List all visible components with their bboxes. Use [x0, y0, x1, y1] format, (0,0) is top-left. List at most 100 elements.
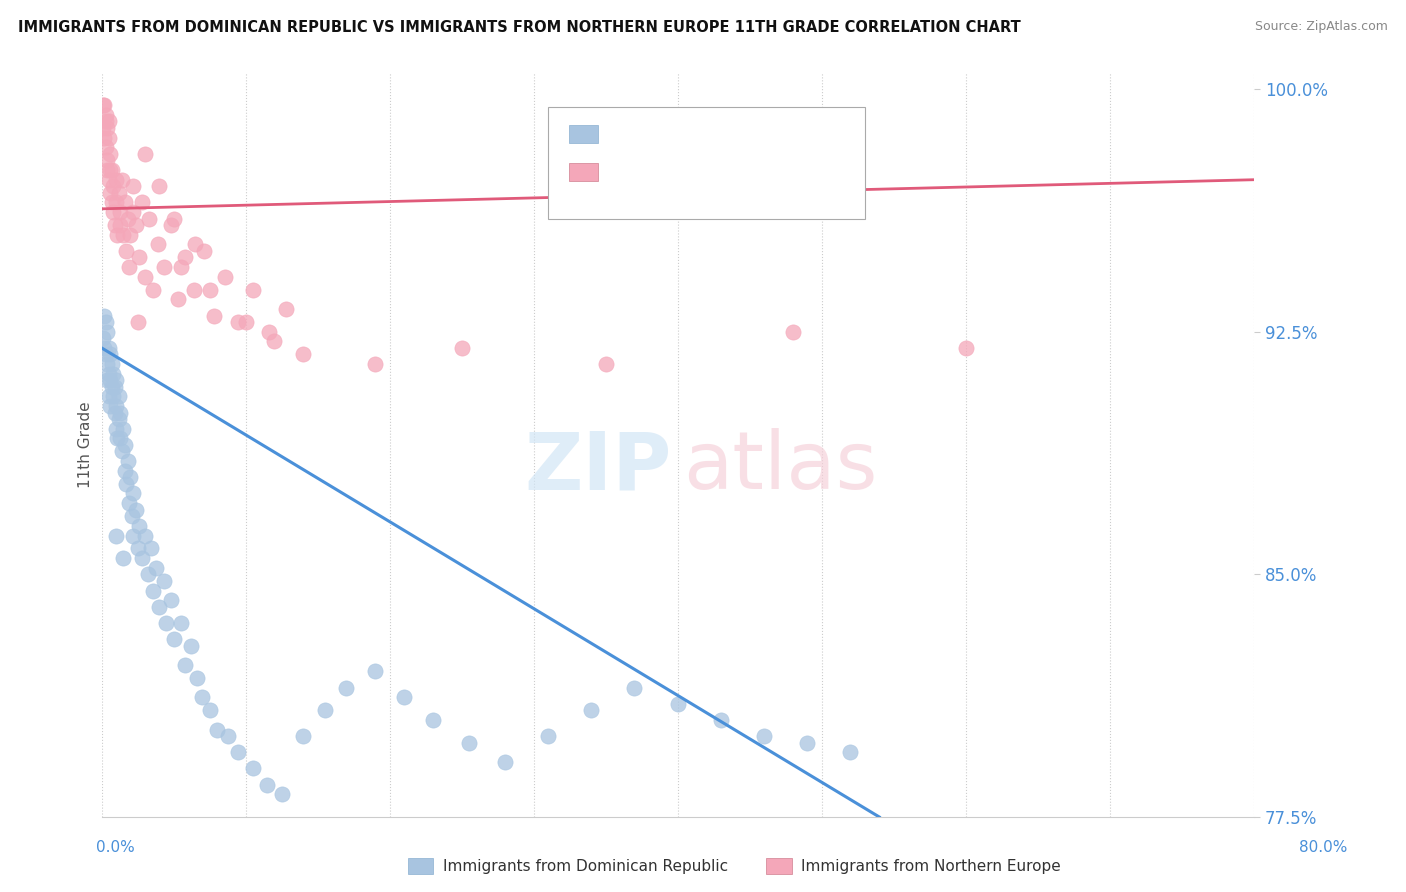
- Text: R =  0.039   N = 70: R = 0.039 N = 70: [612, 163, 803, 181]
- Point: [134, 528, 156, 542]
- Point: [186, 671, 208, 685]
- Point: [94, 114, 117, 128]
- Point: [710, 713, 733, 727]
- Text: Source: ZipAtlas.com: Source: ZipAtlas.com: [1254, 20, 1388, 33]
- Point: [666, 697, 689, 711]
- Point: [110, 432, 132, 446]
- Point: [120, 470, 142, 484]
- Point: [98, 186, 121, 200]
- Text: atlas: atlas: [683, 428, 877, 507]
- Point: [256, 778, 278, 792]
- Point: [93, 309, 115, 323]
- Point: [101, 205, 124, 219]
- Point: [159, 593, 181, 607]
- Point: [292, 729, 315, 743]
- Text: R = -0.677   N = 83: R = -0.677 N = 83: [612, 125, 804, 143]
- Point: [98, 373, 121, 387]
- Point: [105, 399, 128, 413]
- Point: [623, 681, 645, 695]
- Point: [100, 195, 122, 210]
- Point: [139, 541, 162, 556]
- Point: [796, 735, 818, 749]
- Point: [162, 632, 184, 646]
- Point: [457, 735, 479, 749]
- Point: [242, 761, 264, 775]
- Point: [274, 302, 297, 317]
- Point: [122, 486, 145, 500]
- Text: Immigrants from Dominican Republic: Immigrants from Dominican Republic: [443, 859, 728, 873]
- Point: [93, 130, 115, 145]
- Point: [170, 260, 193, 274]
- Point: [955, 341, 977, 355]
- Point: [105, 373, 128, 387]
- Point: [98, 146, 121, 161]
- Point: [235, 315, 257, 329]
- Point: [101, 179, 124, 194]
- Point: [174, 251, 197, 265]
- Point: [110, 406, 132, 420]
- Point: [97, 367, 120, 381]
- Point: [117, 454, 139, 468]
- Point: [162, 211, 184, 226]
- Point: [450, 341, 472, 355]
- Point: [96, 153, 118, 168]
- Point: [97, 341, 120, 355]
- Point: [105, 528, 128, 542]
- Text: 80.0%: 80.0%: [1299, 840, 1347, 855]
- Point: [180, 639, 202, 653]
- Point: [110, 205, 132, 219]
- Point: [103, 218, 125, 232]
- Point: [98, 347, 121, 361]
- Point: [112, 551, 135, 566]
- Point: [839, 745, 862, 759]
- Point: [595, 357, 617, 371]
- Point: [263, 334, 285, 349]
- Point: [314, 703, 336, 717]
- Point: [93, 98, 115, 112]
- Text: Immigrants from Northern Europe: Immigrants from Northern Europe: [801, 859, 1062, 873]
- Point: [122, 179, 145, 194]
- Point: [94, 315, 117, 329]
- Point: [142, 283, 165, 297]
- Point: [193, 244, 215, 258]
- Point: [148, 179, 170, 194]
- Point: [228, 745, 250, 759]
- Point: [174, 657, 197, 672]
- Point: [101, 389, 124, 403]
- Point: [270, 787, 292, 801]
- Point: [138, 211, 160, 226]
- Point: [242, 283, 264, 297]
- Point: [120, 227, 142, 242]
- Point: [97, 389, 120, 403]
- Point: [117, 211, 139, 226]
- Point: [112, 422, 135, 436]
- Point: [115, 476, 138, 491]
- Point: [217, 729, 239, 743]
- Point: [152, 574, 174, 588]
- Point: [114, 195, 136, 210]
- Point: [292, 347, 315, 361]
- Point: [100, 163, 122, 178]
- Point: [422, 713, 444, 727]
- Point: [494, 755, 516, 769]
- Point: [100, 357, 122, 371]
- Point: [752, 729, 775, 743]
- Point: [131, 551, 153, 566]
- Point: [110, 218, 132, 232]
- Point: [91, 98, 114, 112]
- Point: [115, 244, 138, 258]
- Point: [205, 723, 228, 737]
- Text: IMMIGRANTS FROM DOMINICAN REPUBLIC VS IMMIGRANTS FROM NORTHERN EUROPE 11TH GRADE: IMMIGRANTS FROM DOMINICAN REPUBLIC VS IM…: [18, 20, 1021, 35]
- Text: 0.0%: 0.0%: [96, 840, 135, 855]
- Point: [103, 380, 125, 394]
- Point: [127, 541, 149, 556]
- Y-axis label: 11th Grade: 11th Grade: [79, 401, 93, 488]
- Point: [128, 251, 150, 265]
- Point: [96, 373, 118, 387]
- Point: [94, 108, 117, 122]
- Point: [118, 496, 141, 510]
- Point: [146, 237, 169, 252]
- Point: [159, 218, 181, 232]
- Point: [91, 331, 114, 345]
- Point: [134, 146, 156, 161]
